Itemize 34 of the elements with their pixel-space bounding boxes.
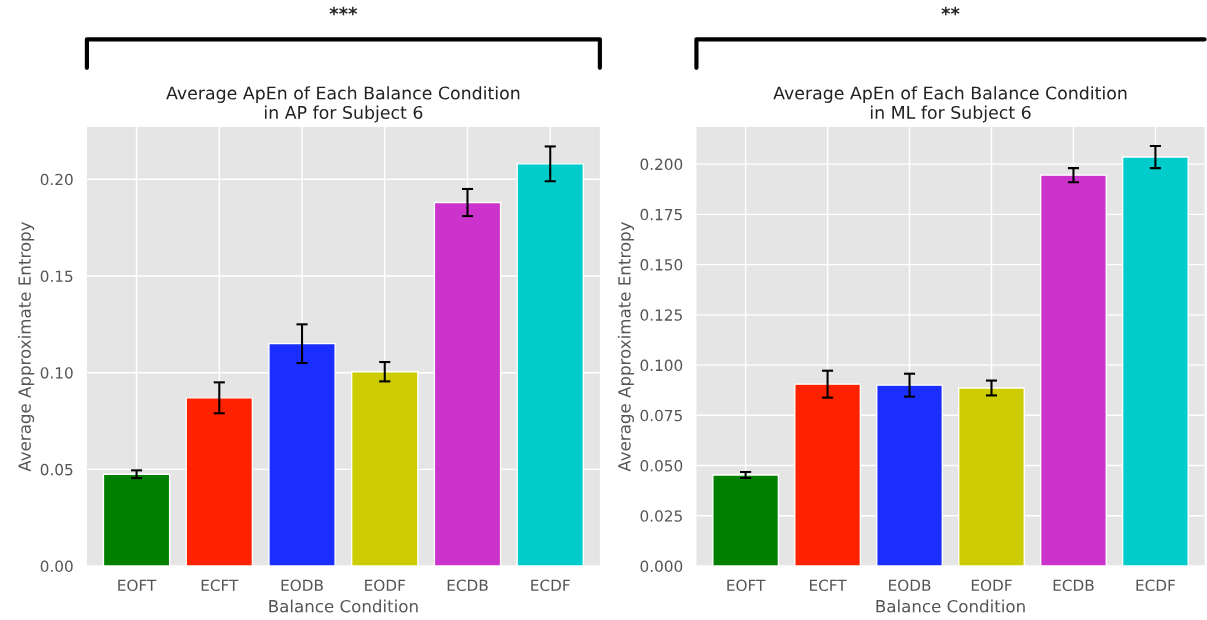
x-tick-label: ECDF (1136, 579, 1175, 592)
x-tick-label: EODF (971, 579, 1012, 592)
y-tick-label: 0.175 (640, 208, 682, 221)
y-tick-label: 0.125 (640, 309, 682, 321)
y-tick-label: 0.100 (640, 359, 683, 372)
y-tick-label: 0.200 (640, 158, 683, 171)
y-tick-label: 0.025 (640, 510, 682, 522)
chart-title: Average ApEn of Each Balance Condition in AP for Subject 6 (166, 86, 520, 123)
text: *** (329, 6, 358, 16)
y-tick-label: 0.05 (40, 463, 73, 476)
y-axis-title: Average Approximate Entropy (617, 221, 634, 472)
y-tick-label: 0.000 (640, 560, 683, 573)
x-tick-label: EODB (281, 579, 323, 592)
y-tick-label: 0.15 (40, 270, 73, 283)
x-tick-label: EOFT (118, 579, 157, 592)
x-tick-label: ECFT (809, 579, 847, 592)
x-tick-label: EOFT (727, 579, 766, 592)
x-axis-title: Balance Condition (269, 599, 418, 613)
x-tick-label: EODB (889, 579, 931, 592)
y-tick-label: 0.20 (40, 173, 73, 186)
y-axis-title: Average Approximate Entropy (18, 221, 35, 472)
x-tick-label: ECFT (201, 579, 239, 592)
y-tick-label: 0.00 (40, 560, 73, 573)
chart-title: Average ApEn of Each Balance Condition in ML for Subject 6 (773, 86, 1127, 123)
x-axis-title: Balance Condition (876, 599, 1025, 613)
x-tick-label: ECDF (531, 579, 570, 592)
y-tick-label: 0.10 (40, 367, 73, 379)
x-tick-label: ECDB (447, 579, 488, 592)
text: ** (941, 6, 960, 16)
y-tick-label: 0.050 (640, 460, 683, 472)
y-tick-label: 0.150 (640, 259, 683, 271)
x-tick-label: ECDB (1053, 579, 1094, 592)
x-tick-label: EODF (365, 579, 405, 592)
y-tick-label: 0.075 (640, 409, 682, 422)
